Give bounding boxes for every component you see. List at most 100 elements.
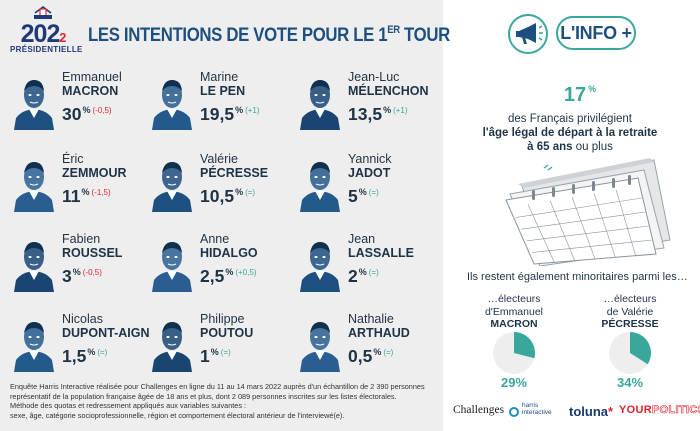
candidate-last-name: HIDALGO [200, 246, 258, 260]
percent-sign: % [225, 267, 234, 277]
percent-sign: % [87, 347, 96, 357]
macron-voters-label: …électeurs d'Emmanuel MACRON [484, 293, 544, 330]
candidate-score-value: 0,5 [348, 346, 373, 366]
candidate-portrait-icon [298, 236, 342, 292]
candidate-score: 5% (=) [348, 182, 440, 208]
candidate-score-change: (+1) [393, 106, 408, 115]
source-line: sexe, âge, catégorie socioprofessionnell… [10, 410, 345, 420]
candidate-last-name: LASSALLE [348, 246, 414, 260]
candidate-card: Jean-Luc MÉLENCHON 13,5% (+1) [298, 70, 438, 140]
candidate-score: 19,5% (+1) [200, 100, 292, 126]
toluna-logo: toluna* [569, 404, 614, 419]
candidate-score-value: 5 [348, 186, 358, 206]
survey-source-note: Enquête Harris Interactive réalisée pour… [10, 382, 438, 420]
macron-voters-value: 29% [500, 375, 528, 390]
candidate-score: 1,5% (=) [62, 342, 154, 368]
candidate-card: Philippe POUTOU 1% (=) [150, 312, 290, 382]
ballot-box-icon [34, 6, 52, 19]
candidate-score: 3% (-0,5) [62, 262, 154, 288]
percent-sign: % [358, 267, 367, 277]
source-line: Méthode des quotas et redressement appli… [10, 401, 247, 411]
candidate-last-name: MACRON [62, 84, 119, 98]
stat-line-1: des Français privilégient [507, 113, 632, 125]
candidate-last-name: MÉLENCHON [348, 84, 429, 98]
candidate-score: 0,5% (=) [348, 342, 440, 368]
megaphone-icon [508, 14, 548, 54]
candidate-card: Fabien ROUSSEL 3% (-0,5) [12, 232, 152, 302]
candidate-portrait-icon [150, 316, 194, 372]
candidate-score-change: (-1,5) [91, 188, 111, 197]
candidate-last-name: PÉCRESSE [200, 166, 269, 180]
candidate-score-change: (+0,5) [235, 268, 257, 277]
candidate-card: Anne HIDALGO 2,5% (+0,5) [150, 232, 290, 302]
percent-sign: % [383, 105, 392, 115]
candidate-score-change: (=) [245, 188, 256, 197]
calendar-illustration [505, 158, 671, 266]
headline-stat: 17% [563, 84, 597, 106]
presidentielle-2022-logo: 2022 PRÉSIDENTIELLE [10, 6, 83, 54]
candidate-first-name: Yannick [348, 152, 392, 166]
pie-value-slice [630, 332, 651, 365]
candidate-portrait-icon [150, 236, 194, 292]
candidate-score-change: (-0,5) [82, 268, 102, 277]
vote-intentions-panel: 2022 PRÉSIDENTIELLE LES INTENTIONS DE VO… [0, 0, 450, 431]
minority-intro: Ils restent également minoritaires parmi… [467, 271, 688, 283]
candidate-score-change: (-0,5) [92, 106, 112, 115]
pie-value-slice [514, 332, 535, 359]
logo-subtitle: PRÉSIDENTIELLE [10, 45, 83, 54]
pecresse-voters-pie [609, 332, 651, 374]
harris-interactive-logo: harris interactive [509, 402, 552, 417]
candidate-card: Emmanuel MACRON 30% (-0,5) [12, 70, 152, 140]
percent-sign: % [82, 105, 91, 115]
pecresse-voters-label: …électeurs de Valérie PÉCRESSE [601, 293, 659, 330]
candidate-score: 2,5% (+0,5) [200, 262, 292, 288]
logo-year: 2022 [20, 20, 67, 48]
percent-sign: % [81, 187, 90, 197]
percent-sign: % [235, 187, 244, 197]
candidate-card: Yannick JADOT 5% (=) [298, 152, 438, 222]
candidate-first-name: Marine [200, 70, 239, 84]
candidate-card: Éric ZEMMOUR 11% (-1,5) [12, 152, 152, 222]
candidate-first-name: Valérie [200, 152, 238, 166]
candidate-portrait-icon [150, 156, 194, 212]
harris-ring-icon [509, 407, 519, 417]
pecresse-voters-value: 34% [616, 375, 644, 390]
candidate-portrait-icon [12, 156, 56, 212]
percent-sign: % [235, 105, 244, 115]
candidate-first-name: Fabien [62, 232, 101, 246]
candidate-card: Valérie PÉCRESSE 10,5% (=) [150, 152, 290, 222]
percent-sign: % [210, 347, 219, 357]
candidate-portrait-icon [150, 74, 194, 130]
candidate-score-value: 13,5 [348, 104, 383, 124]
candidate-first-name: Nicolas [62, 312, 103, 326]
candidate-score-value: 1,5 [62, 346, 87, 366]
candidate-score: 1% (=) [200, 342, 292, 368]
candidate-score-value: 30 [62, 104, 82, 124]
candidate-first-name: Anne [200, 232, 230, 246]
candidate-last-name: JADOT [348, 166, 391, 180]
percent-sign: % [358, 187, 367, 197]
stat-line-2: l'âge légal de départ à la retraite [482, 127, 658, 139]
yourpolitics-logo: YOURPOLITICS [619, 404, 700, 417]
candidate-first-name: Nathalie [348, 312, 394, 326]
candidate-score-value: 2 [348, 266, 358, 286]
info-plus-title: L'INFO + [556, 16, 636, 50]
candidate-score: 30% (-0,5) [62, 100, 154, 126]
candidate-score-value: 3 [62, 266, 72, 286]
candidate-score-value: 1 [200, 346, 210, 366]
candidate-card: Jean LASSALLE 2% (=) [298, 232, 438, 302]
candidate-last-name: ZEMMOUR [62, 166, 127, 180]
candidate-card: Nathalie ARTHAUD 0,5% (=) [298, 312, 438, 382]
candidate-portrait-icon [298, 316, 342, 372]
candidate-score-value: 11 [62, 186, 81, 206]
candidate-score-value: 19,5 [200, 104, 235, 124]
source-line: représentatif de la population française… [10, 391, 397, 401]
candidate-last-name: POUTOU [200, 326, 254, 340]
candidate-last-name: DUPONT-AIGNAN [62, 326, 168, 340]
percent-sign: % [373, 347, 382, 357]
stat-line-3: à 65 ans ou plus [527, 141, 613, 153]
candidate-score: 10,5% (=) [200, 182, 292, 208]
page-title: LES INTENTIONS DE VOTE POUR LE 1ER TOUR [88, 24, 450, 46]
candidate-score: 13,5% (+1) [348, 100, 440, 126]
source-line: Enquête Harris Interactive réalisée pour… [10, 382, 425, 391]
